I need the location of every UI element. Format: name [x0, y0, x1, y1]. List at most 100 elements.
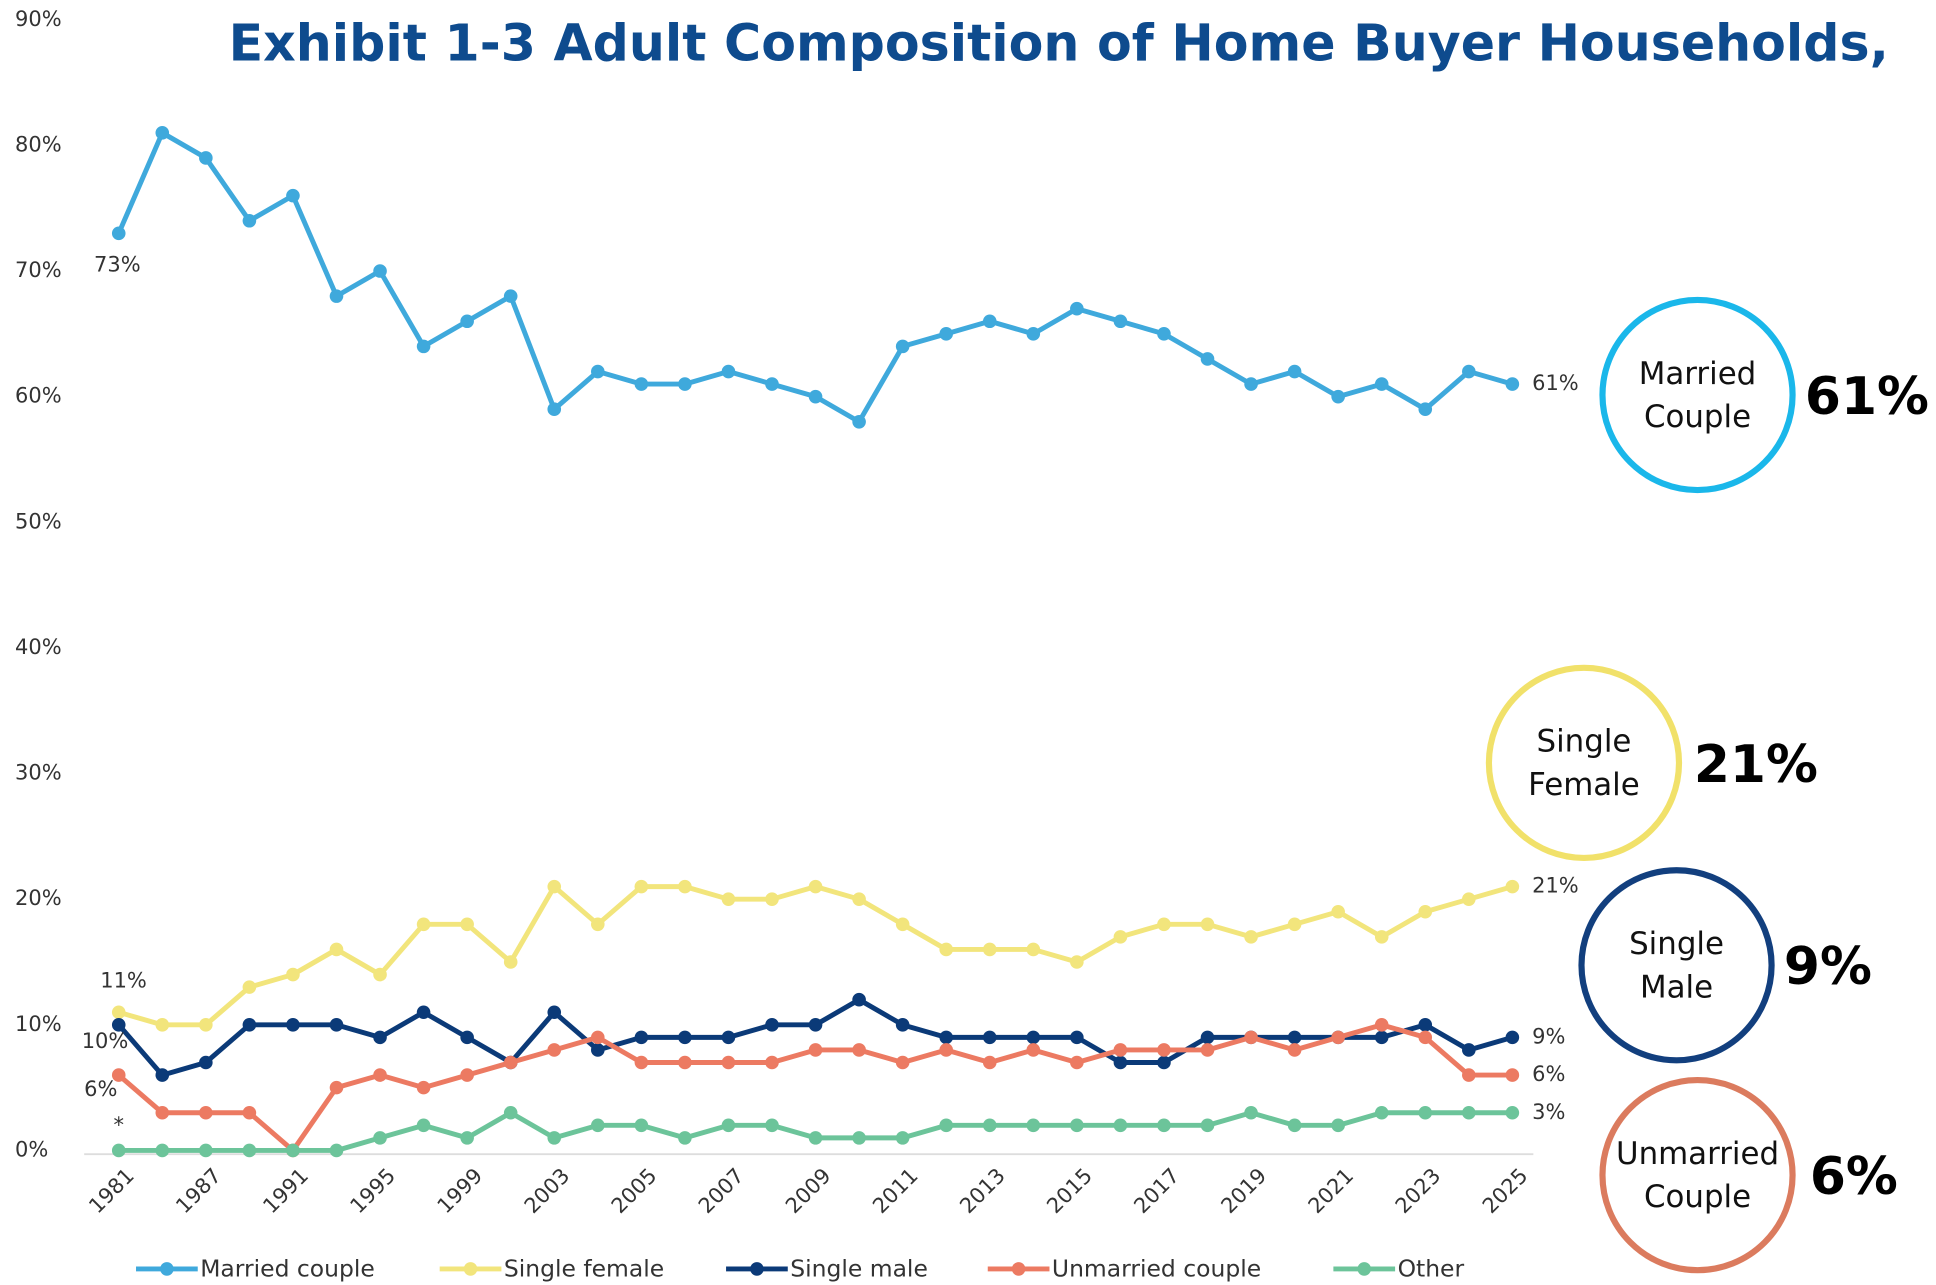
legend-label: Single male — [790, 1255, 928, 1283]
data-point — [1200, 1030, 1215, 1045]
data-point — [721, 1055, 736, 1070]
data-point — [1026, 1118, 1041, 1133]
data-point — [111, 226, 126, 241]
data-point — [1287, 1043, 1302, 1057]
data-point — [373, 1068, 387, 1082]
data-point — [460, 1068, 474, 1082]
data-point — [503, 289, 518, 303]
data-point — [460, 917, 474, 932]
data-point — [1200, 352, 1215, 366]
data-point — [939, 1030, 953, 1045]
callout-circle — [1485, 664, 1683, 861]
callout-label: Unmarried Couple — [1615, 1135, 1780, 1215]
data-point — [286, 188, 300, 203]
data-point — [547, 402, 562, 417]
data-point — [1505, 377, 1520, 391]
data-point — [329, 1143, 344, 1158]
x-tick-label: 2023 — [1391, 1163, 1446, 1218]
data-point — [1157, 327, 1171, 341]
data-point — [1331, 904, 1345, 919]
callout-circle — [1599, 1077, 1796, 1274]
callout-box: Single Male — [1629, 926, 1724, 1005]
data-point — [1462, 1043, 1476, 1057]
data-point — [242, 1143, 257, 1158]
data-point — [373, 967, 387, 982]
data-point — [1418, 1105, 1433, 1120]
data-point — [721, 1118, 736, 1133]
data-point — [1462, 1068, 1476, 1082]
data-point — [1070, 1055, 1084, 1070]
data-point — [1113, 1043, 1128, 1057]
legend-label: Other — [1398, 1255, 1465, 1283]
data-point — [199, 1143, 213, 1158]
callout-box: Single Female — [1528, 723, 1640, 803]
data-point — [1374, 1018, 1389, 1032]
data-point — [1200, 1043, 1215, 1057]
x-tick-label: 2021 — [1304, 1163, 1359, 1218]
data-label: 61% — [1532, 371, 1579, 395]
data-point — [111, 1018, 126, 1032]
data-point — [1070, 1118, 1084, 1133]
callout-value: 6% — [1810, 1147, 1898, 1207]
data-point — [1331, 1118, 1345, 1133]
data-point — [591, 917, 605, 932]
data-point — [373, 1030, 387, 1045]
data-point — [765, 1018, 779, 1032]
data-point — [503, 1055, 518, 1070]
data-point — [1113, 1055, 1128, 1070]
data-point — [808, 1018, 823, 1032]
annotation: * — [113, 1113, 123, 1137]
data-point — [1287, 364, 1302, 379]
data-point — [678, 1030, 692, 1045]
data-point — [939, 942, 953, 957]
data-point — [1244, 930, 1258, 944]
callout-box: Married Couple — [1639, 356, 1757, 435]
y-tick-label: 30% — [15, 761, 62, 785]
data-point — [286, 1018, 300, 1032]
data-point — [1374, 1030, 1389, 1045]
data-point — [808, 1131, 823, 1145]
data-point — [1113, 1118, 1128, 1133]
legend-swatch — [463, 1262, 478, 1276]
legend-label: Unmarried couple — [1052, 1255, 1261, 1283]
data-point — [242, 980, 257, 994]
y-tick-label: 60% — [15, 384, 62, 408]
data-point — [373, 1131, 387, 1145]
data-point — [1505, 1030, 1520, 1045]
callout-label: Single Female — [1528, 723, 1640, 803]
data-point — [199, 1055, 213, 1070]
data-point — [852, 414, 866, 429]
data-point — [199, 1018, 213, 1032]
data-label: 3% — [1532, 1100, 1565, 1124]
data-label: 9% — [1532, 1024, 1565, 1048]
data-point — [1157, 1043, 1171, 1057]
data-label: 6% — [84, 1077, 117, 1101]
data-point — [1244, 1105, 1258, 1120]
data-point — [765, 1118, 779, 1133]
data-point — [199, 151, 213, 165]
data-point — [242, 1105, 257, 1120]
x-tick-label: 2005 — [607, 1163, 662, 1218]
data-point — [1418, 1018, 1433, 1032]
data-label: 21% — [1532, 874, 1579, 898]
y-tick-label: 50% — [15, 509, 62, 533]
data-point — [329, 1080, 344, 1095]
data-label: 11% — [100, 968, 147, 992]
data-point — [416, 339, 431, 354]
data-point — [1026, 1043, 1041, 1057]
data-point — [982, 1055, 997, 1070]
data-point — [895, 339, 910, 354]
data-point — [765, 892, 779, 906]
data-point — [1418, 1030, 1433, 1045]
data-point — [939, 1043, 953, 1057]
data-point — [547, 879, 562, 894]
data-point — [547, 1005, 562, 1020]
data-label: 73% — [94, 252, 141, 276]
data-point — [111, 1068, 126, 1082]
data-point — [460, 314, 474, 329]
x-tick-label: 2013 — [955, 1163, 1010, 1218]
data-point — [982, 1118, 997, 1133]
data-point — [1505, 879, 1520, 894]
data-point — [1026, 1030, 1041, 1045]
data-point — [939, 327, 953, 341]
